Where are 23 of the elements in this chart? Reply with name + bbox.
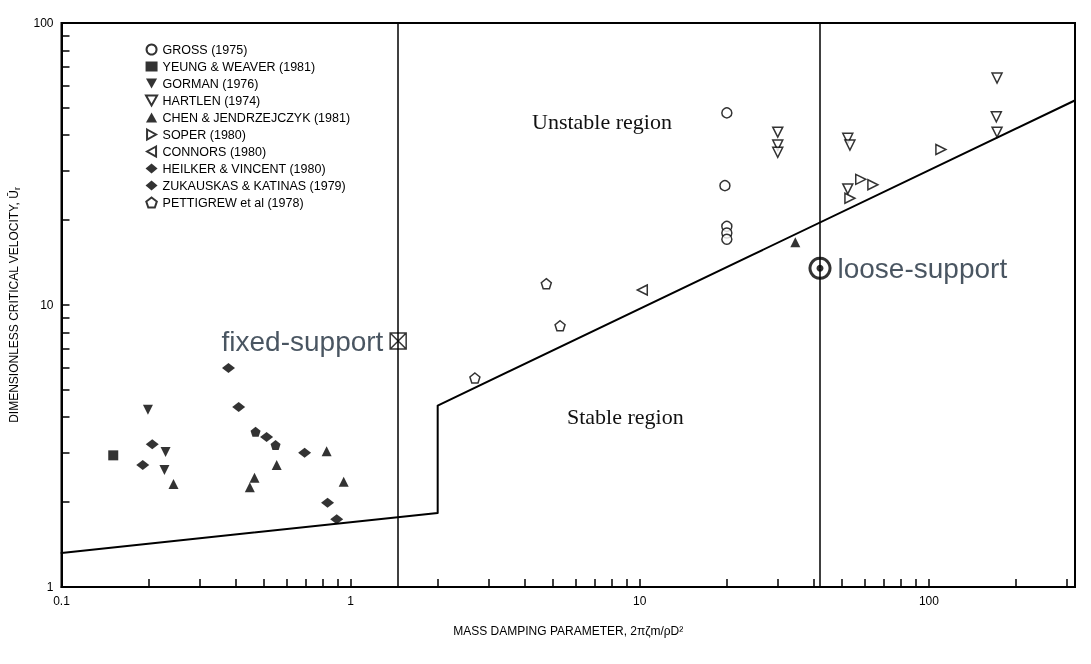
- x-tick-label: 100: [918, 594, 940, 608]
- x-tick-label: 10: [633, 594, 647, 608]
- y-tick-label: 100: [33, 16, 54, 30]
- y-tick-label: 1: [46, 580, 54, 594]
- series-label: loose-support: [837, 252, 1008, 284]
- x-tick-label: 1: [347, 594, 355, 608]
- legend-label: ZUKAUSKAS & KATINAS (1979): [162, 178, 346, 193]
- legend-label: GROSS (1975): [162, 42, 248, 57]
- legend-label: HARTLEN (1974): [162, 93, 261, 108]
- legend-label: CHEN & JENDRZEJCZYK (1981): [162, 110, 351, 125]
- legend-label: YEUNG & WEAVER (1981): [162, 59, 316, 74]
- legend-label: SOPER (1980): [162, 127, 246, 142]
- legend-label: PETTIGREW et al (1978): [162, 195, 304, 210]
- legend-label: GORMAN (1976): [162, 76, 259, 91]
- series-label: fixed-support: [221, 325, 384, 357]
- annotation: Stable region: [567, 403, 684, 429]
- legend-label: CONNORS (1980): [162, 144, 267, 159]
- legend-label: HEILKER & VINCENT (1980): [162, 161, 326, 176]
- annotation: Unstable region: [532, 108, 672, 134]
- y-tick-label: 10: [40, 298, 54, 312]
- x-axis-title: MASS DAMPING PARAMETER, 2πζm/ρD²: [453, 624, 684, 638]
- y-axis-title: DIMENSIONLESS CRITICAL VELOCITY, Ūr: [7, 186, 22, 423]
- x-tick-label: 0.1: [53, 594, 71, 608]
